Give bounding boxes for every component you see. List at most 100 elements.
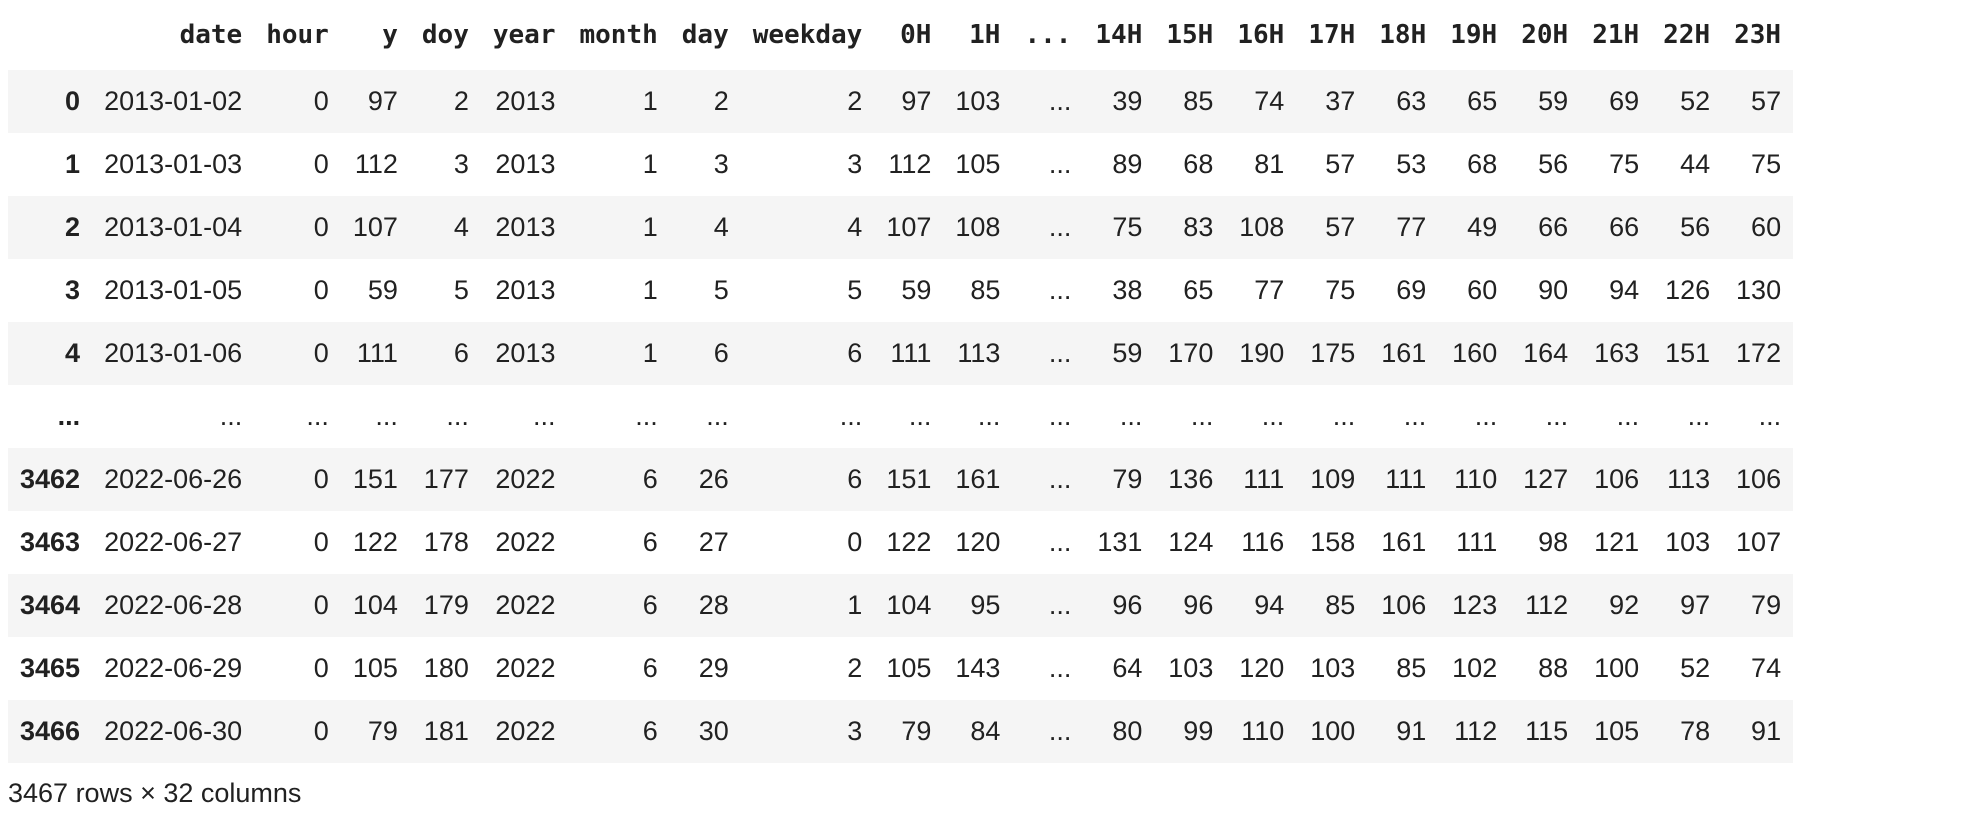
table-cell: 105 [886, 653, 932, 683]
header-row: date hour y doy year month day weekday 0H 1H... 14… [8, 0, 1793, 70]
table-cell: 164 [1523, 338, 1569, 368]
table-cell: 2 [847, 653, 863, 683]
row-index: 3462 [20, 464, 81, 494]
table-cell: 65 [1467, 86, 1498, 116]
table-cell: 1 [642, 275, 658, 305]
table-cell: ... [1048, 212, 1072, 242]
table-cell: 79 [1112, 464, 1143, 494]
table-cell: 96 [1112, 590, 1143, 620]
table-cell: 121 [1594, 527, 1640, 557]
column-header: weekday [752, 20, 863, 50]
table-cell: 112 [1525, 590, 1569, 620]
table-cell: ... [532, 401, 556, 431]
table-cell: ... [635, 401, 658, 431]
table-cell: 60 [1751, 212, 1782, 242]
column-header: 0H [900, 20, 932, 50]
table-cell: 131 [1097, 527, 1143, 557]
table-cell: 4 [453, 212, 469, 242]
table-cell: 92 [1609, 590, 1640, 620]
table-cell: 1 [642, 86, 658, 116]
row-index: 1 [65, 149, 81, 179]
table-cell: 90 [1538, 275, 1569, 305]
table-cell: 111 [1456, 527, 1498, 557]
table-cell: 96 [1183, 590, 1214, 620]
table-row: 3462 2022-06-26 0 151 177 2022 6 26 6 151 161... 79… [8, 448, 1794, 511]
table-cell: 109 [1310, 464, 1356, 494]
table-cell: 44 [1680, 149, 1711, 179]
table-cell: 2013-01-05 [104, 275, 243, 305]
table-cell: 2022-06-26 [104, 464, 243, 494]
table-cell: 111 [890, 338, 932, 368]
table-cell: 124 [1168, 527, 1214, 557]
column-header: y [382, 20, 398, 50]
column-header: 21H [1592, 20, 1640, 50]
table-cell: 126 [1665, 275, 1711, 305]
table-cell: 6 [642, 590, 658, 620]
table-cell: 102 [1452, 653, 1498, 683]
table-cell: 106 [1736, 464, 1782, 494]
table-body: 0 2013-01-02 0 97 2 2013 1 2 2 97 103... 39 85 74 37 63… [8, 70, 1794, 763]
table-cell: 0 [313, 716, 329, 746]
table-cell: 163 [1594, 338, 1640, 368]
table-cell: 81 [1254, 149, 1285, 179]
table-cell: 53 [1396, 149, 1427, 179]
table-cell: 108 [1239, 212, 1285, 242]
table-cell: 89 [1112, 149, 1143, 179]
table-cell: 27 [698, 527, 729, 557]
table-row: ........................................… [8, 385, 1794, 448]
table-cell: 116 [1241, 527, 1285, 557]
table-cell: 158 [1310, 527, 1356, 557]
table-cell: ... [219, 401, 243, 431]
table-cell: ... [1048, 338, 1072, 368]
table-cell: 106 [1381, 590, 1427, 620]
table-cell: 105 [352, 653, 398, 683]
table-cell: 111 [356, 338, 398, 368]
table-cell: 6 [847, 338, 863, 368]
table-cell: 2022 [495, 590, 556, 620]
column-header: year [492, 20, 556, 50]
table-cell: 0 [313, 464, 329, 494]
table-row: 3 2013-01-05 0 59 5 2013 1 5 5 59 85... 38 65 77 75 69 6… [8, 259, 1794, 322]
table-cell: 6 [847, 464, 863, 494]
table-cell: 75 [1325, 275, 1356, 305]
table-cell: 97 [901, 86, 932, 116]
table-cell: 151 [352, 464, 398, 494]
table-cell: ... [1616, 401, 1640, 431]
table-cell: ... [706, 401, 729, 431]
index-header [8, 0, 92, 70]
table-cell: ... [306, 401, 329, 431]
table-cell: ... [1687, 401, 1711, 431]
table-cell: 3 [713, 149, 729, 179]
table-cell: 111 [1385, 464, 1427, 494]
table-cell: 104 [352, 590, 398, 620]
table-row: 4 2013-01-06 0 111 6 2013 1 6 6 111 113... 59 170 190… [8, 322, 1794, 385]
table-cell: ... [1048, 716, 1072, 746]
row-index: 3466 [20, 716, 81, 746]
table-cell: 1 [847, 590, 863, 620]
dataframe-table: date hour y doy year month day weekday 0H 1H... 14… [8, 0, 1794, 763]
table-cell: 170 [1168, 338, 1214, 368]
table-cell: 122 [352, 527, 398, 557]
column-header: 22H [1663, 20, 1711, 50]
table-cell: 26 [698, 464, 729, 494]
table-cell: 2022-06-28 [104, 590, 243, 620]
table-cell: 85 [970, 275, 1001, 305]
table-cell: ... [375, 401, 398, 431]
table-cell: 91 [1396, 716, 1427, 746]
table-cell: 112 [354, 149, 398, 179]
table-cell: 103 [1168, 653, 1214, 683]
table-cell: ... [1261, 401, 1285, 431]
dataframe-shape-label: 3467 rows × 32 columns [8, 778, 302, 808]
table-cell: 99 [1183, 716, 1214, 746]
table-cell: 66 [1609, 212, 1640, 242]
table-cell: 84 [970, 716, 1001, 746]
table-cell: 28 [698, 590, 729, 620]
table-cell: 179 [423, 590, 469, 620]
row-index: 3465 [20, 653, 81, 683]
table-cell: 59 [1112, 338, 1143, 368]
table-cell: 0 [313, 590, 329, 620]
table-cell: 0 [847, 527, 863, 557]
table-cell: ... [977, 401, 1001, 431]
table-cell: ... [1048, 527, 1072, 557]
row-index: ... [57, 401, 81, 431]
